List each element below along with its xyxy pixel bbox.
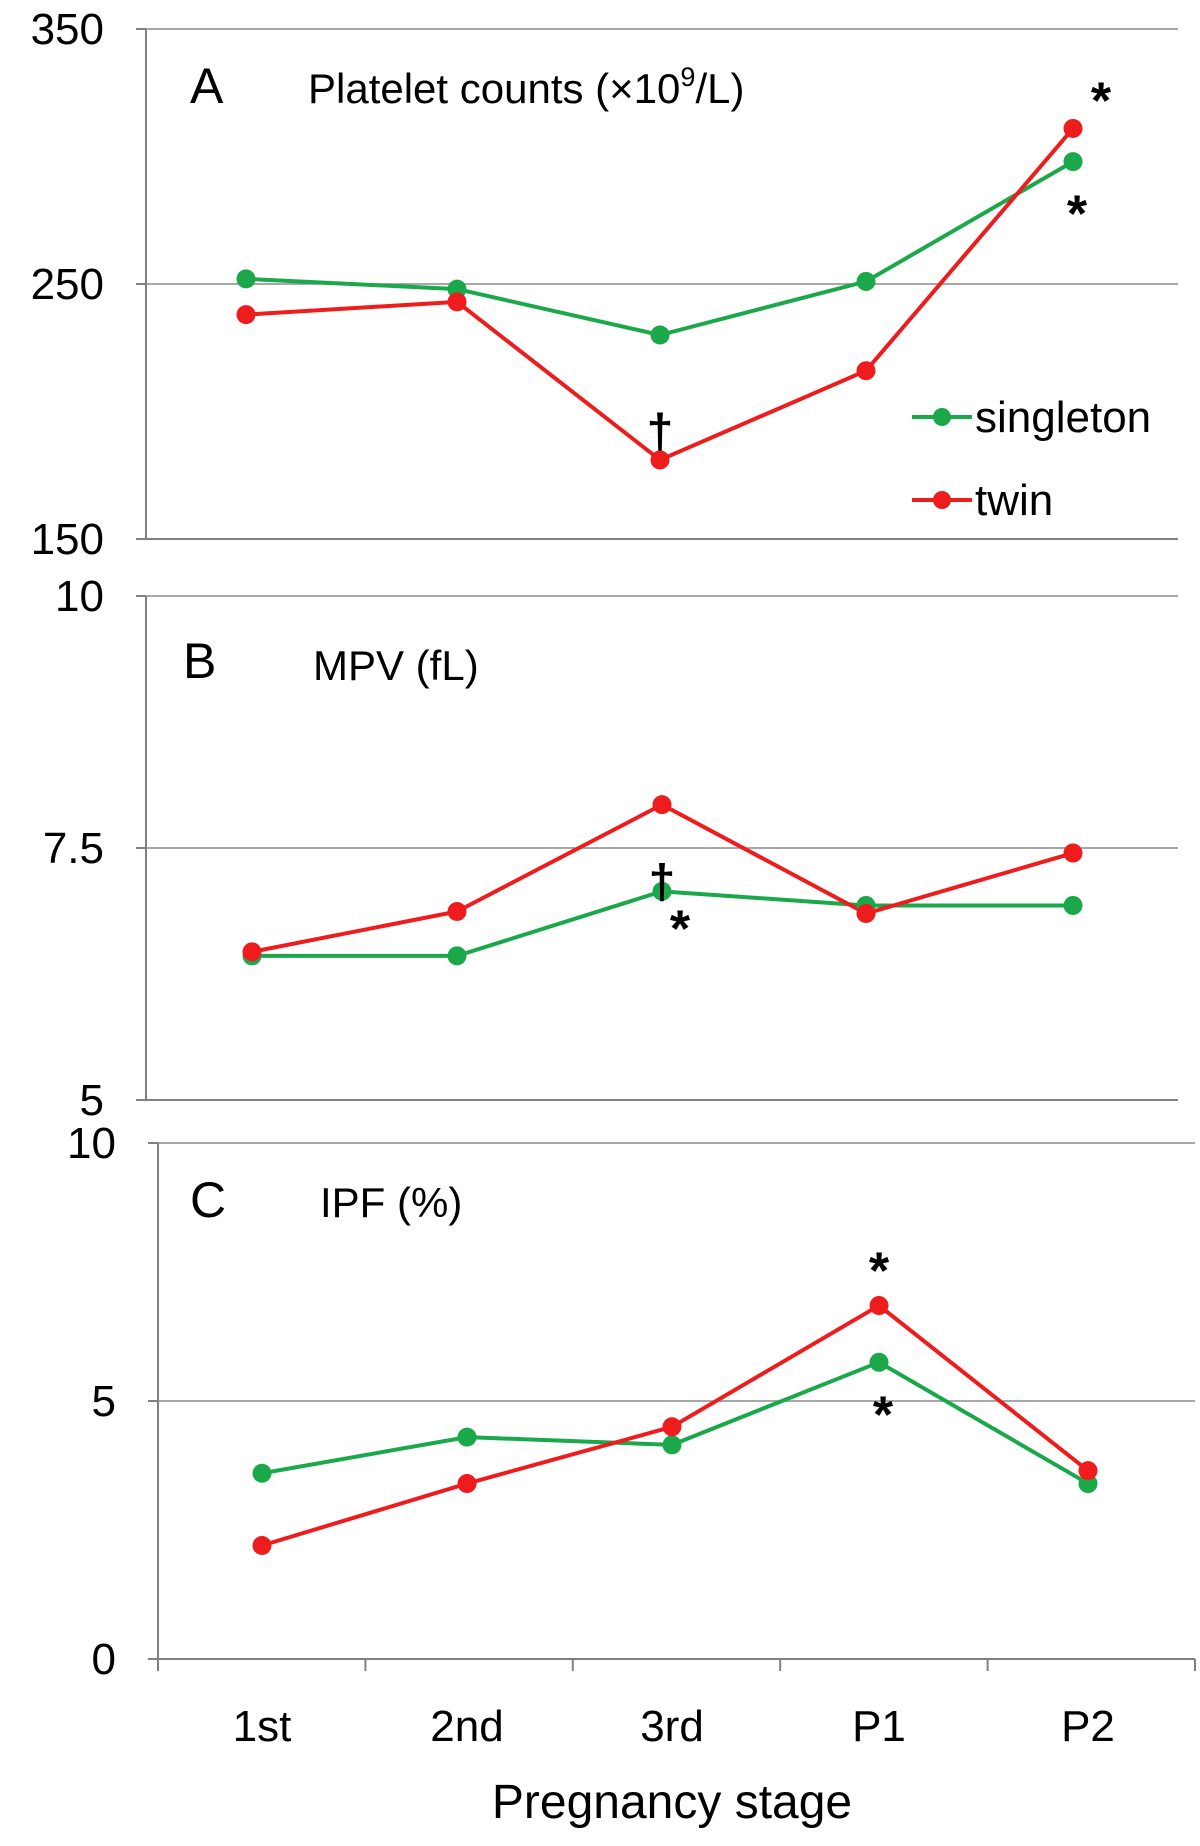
panel-b-title: MPV (fL)	[313, 642, 479, 689]
x-tick-label-2nd: 2nd	[430, 1702, 503, 1751]
panel-0-series-twin-point-2nd	[447, 292, 467, 312]
panel-1-series-twin-point-P2	[1063, 843, 1083, 863]
panel-a-title: Platelet counts (×109/L)	[308, 62, 744, 112]
panel-0-series-singleton-point-3rd	[650, 325, 670, 345]
panel-b-letter: B	[183, 633, 216, 689]
panel-0-series-twin-point-3rd	[650, 450, 670, 470]
panel-0-series-singleton-point-P2	[1063, 152, 1083, 172]
panel-2-ytick-label-2: 10	[67, 1119, 116, 1168]
legend-twin-marker	[933, 491, 951, 509]
panel-1-series-singleton-point-3rd	[652, 881, 672, 901]
series-points-layer	[236, 118, 1098, 1555]
panel-c-title: IPF (%)	[320, 1179, 462, 1226]
panel-2-series-twin-point-3rd	[662, 1417, 682, 1437]
panel-a-title-text: Platelet counts (×10	[308, 65, 680, 112]
panel-2-series-twin-point-1st	[252, 1535, 272, 1555]
grid-layer	[146, 28, 1195, 1402]
panel-2-annotation-1: *	[873, 1386, 894, 1444]
panel-1-ytick-label-0: 5	[80, 1076, 104, 1125]
axes-layer	[136, 28, 1196, 1671]
legend-twin-label: twin	[975, 476, 1053, 525]
panel-1-annotation-0: †	[649, 856, 676, 909]
panel-1-annotation-1: *	[670, 900, 691, 958]
panel-0-annotation-0: *	[1091, 72, 1112, 130]
panel-a-title-end: /L)	[695, 65, 744, 112]
panel-1-ytick-label-1: 7.5	[43, 824, 104, 873]
panel-a-letter: A	[190, 58, 224, 114]
panel-0-series-singleton-point-1st	[236, 269, 256, 289]
panel-c-letter: C	[190, 1172, 226, 1228]
panel-2-series-twin-point-P1	[869, 1296, 889, 1316]
panel-0-annotation-2: †	[647, 405, 674, 458]
panel-2-ytick-label-1: 5	[92, 1377, 116, 1426]
panel-0-series-singleton-point-P1	[856, 271, 876, 291]
panel-2-series-singleton-point-P1	[869, 1352, 889, 1372]
panel-0-ytick-label-0: 150	[31, 515, 104, 564]
panel-1-series-singleton-point-2nd	[447, 946, 467, 966]
panel-a-title-sup: 9	[680, 62, 695, 92]
panel-2-series-twin-point-P2	[1078, 1461, 1098, 1481]
panel-0-series-twin-point-P2	[1063, 118, 1083, 138]
panel-2-series-singleton-point-1st	[252, 1463, 272, 1483]
panel-2-annotation-0: *	[869, 1243, 890, 1301]
panel-1-series-twin-point-2nd	[447, 902, 467, 922]
panel-2-series-singleton-point-3rd	[662, 1435, 682, 1455]
x-tick-label-P2: P2	[1061, 1702, 1115, 1751]
x-tick-label-1st: 1st	[233, 1702, 292, 1751]
panel-1-series-twin-point-1st	[242, 942, 262, 962]
x-tick-label-P1: P1	[852, 1702, 906, 1751]
panel-2-series-singleton-point-2nd	[457, 1427, 477, 1447]
x-axis-title: Pregnancy stage	[492, 1776, 852, 1829]
x-tick-label-3rd: 3rd	[640, 1702, 704, 1751]
legend-singleton-label: singleton	[975, 393, 1151, 442]
panel-2-series-twin-point-2nd	[457, 1474, 477, 1494]
panel-1-ytick-label-2: 10	[55, 572, 104, 621]
panel-1-series-twin-point-P1	[856, 904, 876, 924]
legend: singleton twin	[912, 393, 1151, 525]
panel-1-series-singleton-point-P2	[1063, 895, 1083, 915]
panel-0-annotation-1: *	[1067, 186, 1088, 244]
panel-1-series-twin-point-3rd	[652, 795, 672, 815]
panel-0-series-twin-point-1st	[236, 305, 256, 325]
panel-2-ytick-label-0: 0	[92, 1635, 116, 1684]
panel-0-ytick-label-1: 250	[31, 260, 104, 309]
panel-0-series-twin-point-P1	[856, 361, 876, 381]
panel-0-ytick-label-2: 350	[31, 5, 104, 54]
legend-singleton-marker	[933, 408, 951, 426]
